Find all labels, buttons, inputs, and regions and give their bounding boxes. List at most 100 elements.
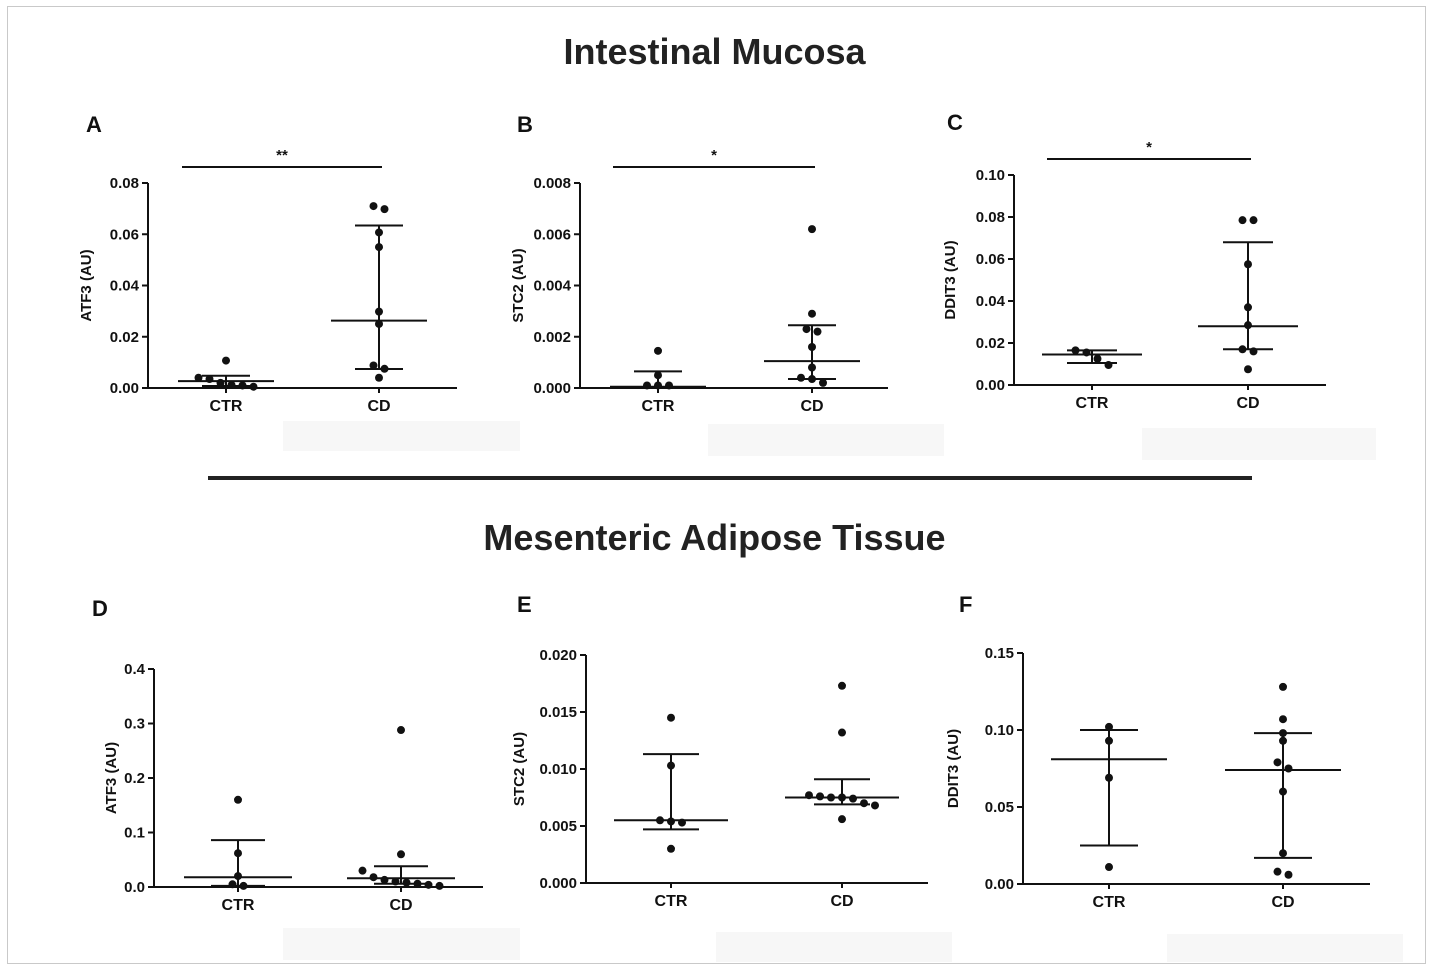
data-point <box>1279 787 1287 796</box>
significance-label: * <box>711 147 717 164</box>
y-tick-label: 0.04 <box>110 278 140 295</box>
data-point <box>397 850 405 859</box>
data-point <box>1284 870 1293 879</box>
data-point <box>402 878 411 887</box>
data-point <box>667 844 675 853</box>
panel-letter: D <box>92 596 108 621</box>
data-point <box>654 371 662 380</box>
data-point <box>227 380 236 389</box>
x-category-label: CD <box>389 897 412 914</box>
y-tick-label: 0.000 <box>533 380 571 397</box>
x-category-label: CTR <box>655 893 688 910</box>
data-point <box>802 325 811 334</box>
data-point <box>838 815 846 824</box>
data-point <box>380 205 389 214</box>
y-tick-label: 0.10 <box>976 167 1005 184</box>
data-point <box>222 356 230 365</box>
data-point <box>413 879 422 888</box>
data-point <box>860 799 868 808</box>
data-point <box>827 793 835 802</box>
data-point <box>391 877 400 886</box>
y-tick-label: 0.004 <box>533 278 571 295</box>
panel-letter: A <box>86 112 102 137</box>
y-tick-label: 0.2 <box>124 770 145 787</box>
x-category-label: CTR <box>642 398 675 415</box>
y-axis-title: ATF3 (AU) <box>103 742 120 814</box>
data-point <box>1105 736 1113 745</box>
data-point <box>1279 736 1287 745</box>
data-point <box>643 381 651 390</box>
y-tick-label: 0.0 <box>124 879 145 896</box>
y-tick-label: 0.08 <box>976 209 1005 226</box>
x-category-label: CD <box>830 893 853 910</box>
data-point <box>435 881 444 890</box>
y-tick-label: 0.05 <box>985 799 1014 816</box>
data-point <box>1273 867 1282 876</box>
y-tick-label: 0.04 <box>976 293 1006 310</box>
pale-box <box>1167 934 1403 962</box>
data-point <box>665 381 673 390</box>
data-point <box>375 319 383 328</box>
data-point <box>1238 345 1247 354</box>
y-tick-label: 0.06 <box>976 251 1005 268</box>
data-point <box>375 373 383 382</box>
significance-label: * <box>1146 139 1152 156</box>
data-point <box>808 363 816 372</box>
panel-letter: C <box>947 110 963 135</box>
y-axis-title: STC2 (AU) <box>511 732 528 806</box>
y-tick-label: 0.020 <box>539 647 577 664</box>
data-point <box>678 818 686 827</box>
y-tick-label: 0.00 <box>976 377 1005 394</box>
data-point <box>1104 361 1113 370</box>
y-axis-title: DDIT3 (AU) <box>945 729 962 808</box>
y-axis-title: ATF3 (AU) <box>78 249 95 321</box>
data-point <box>1249 216 1258 225</box>
significance-label: ** <box>276 147 288 164</box>
y-tick-label: 0.00 <box>985 876 1014 893</box>
data-point <box>808 309 816 318</box>
data-point <box>234 872 242 881</box>
data-point <box>654 381 662 390</box>
data-point <box>1284 764 1293 773</box>
data-point <box>1279 729 1287 738</box>
x-category-label: CD <box>800 398 823 415</box>
data-point <box>1279 715 1287 724</box>
data-point <box>1105 722 1113 731</box>
data-point <box>1105 773 1113 782</box>
y-tick-label: 0.02 <box>976 335 1005 352</box>
data-point <box>375 307 383 316</box>
data-point <box>808 343 816 351</box>
data-point <box>1105 863 1113 872</box>
data-point <box>667 713 675 722</box>
data-point <box>228 880 237 889</box>
data-point <box>1244 260 1252 269</box>
y-axis-title: STC2 (AU) <box>510 248 527 322</box>
data-point <box>805 791 813 800</box>
pale-box <box>708 424 944 456</box>
data-point <box>380 364 389 373</box>
data-point <box>667 761 675 770</box>
data-point <box>1082 348 1091 357</box>
data-point <box>358 866 367 875</box>
panel-letter: E <box>517 592 532 617</box>
data-point <box>797 373 805 382</box>
data-point <box>667 817 675 826</box>
data-point <box>1244 321 1252 330</box>
figure-frame <box>7 6 1426 964</box>
data-point <box>238 381 247 390</box>
y-tick-label: 0.005 <box>539 818 577 835</box>
x-category-label: CD <box>1271 894 1294 911</box>
data-point <box>1279 849 1287 858</box>
data-point <box>375 243 383 252</box>
x-category-label: CTR <box>1076 395 1109 412</box>
y-tick-label: 0.00 <box>110 380 139 397</box>
data-point <box>234 849 242 858</box>
y-tick-label: 0.000 <box>539 875 577 892</box>
data-point <box>813 327 822 336</box>
x-category-label: CTR <box>1093 894 1126 911</box>
section-title-mesenteric-adipose: Mesenteric Adipose Tissue <box>483 517 946 558</box>
data-point <box>239 881 248 890</box>
y-tick-label: 0.4 <box>124 661 146 678</box>
data-point <box>380 875 389 884</box>
